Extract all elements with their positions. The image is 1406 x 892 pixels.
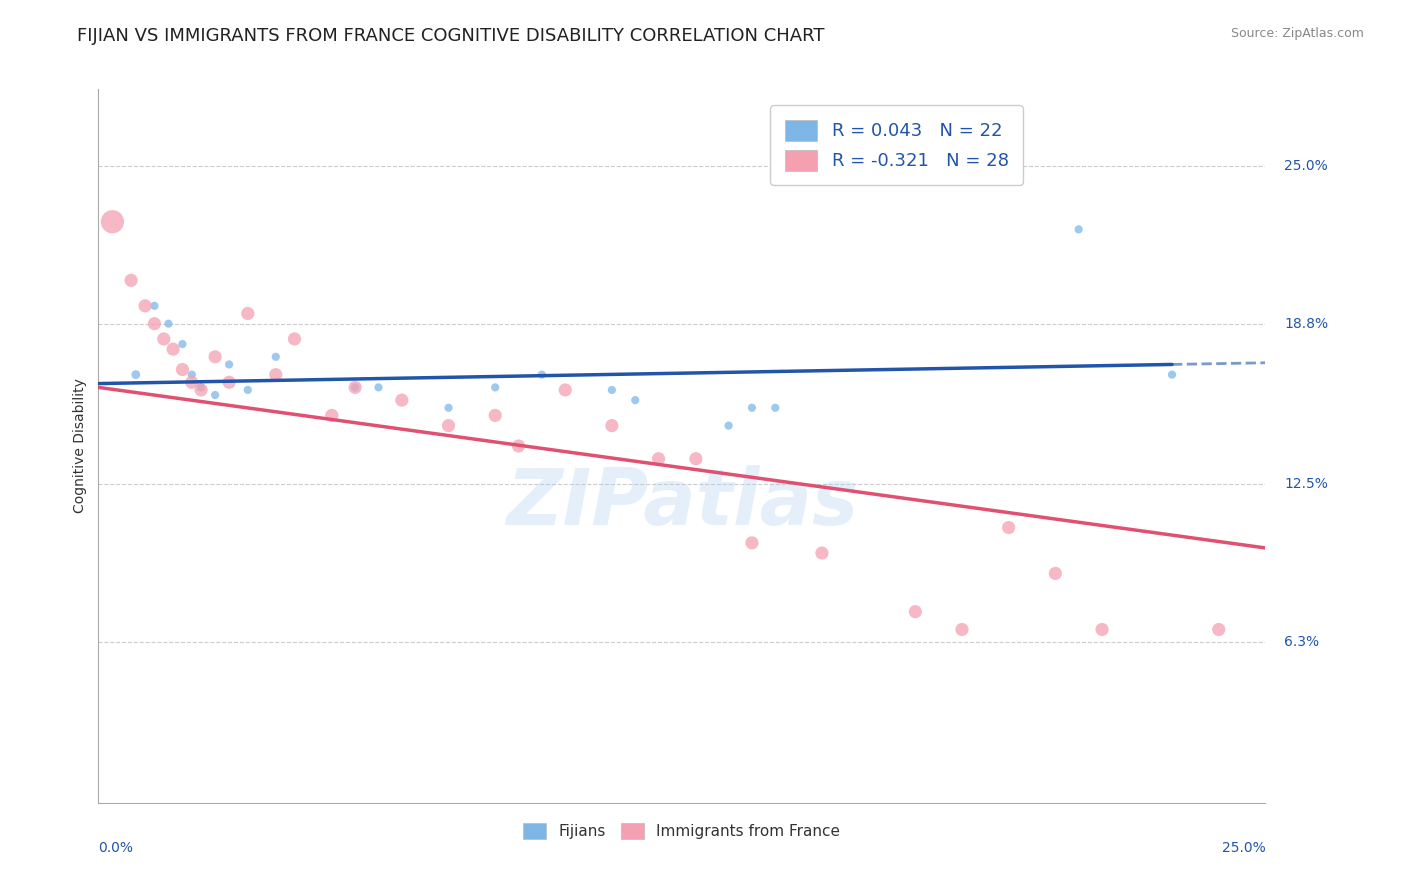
Point <box>391 393 413 408</box>
Point <box>204 388 226 402</box>
Point <box>1091 623 1114 637</box>
Point <box>1208 623 1230 637</box>
Point <box>143 317 166 331</box>
Point <box>180 376 202 390</box>
Point <box>264 368 287 382</box>
Text: 25.0%: 25.0% <box>1284 159 1327 173</box>
Point <box>508 439 530 453</box>
Point <box>152 332 174 346</box>
Point <box>172 337 194 351</box>
Legend: Fijians, Immigrants from France: Fijians, Immigrants from France <box>517 817 846 845</box>
Point <box>741 401 763 415</box>
Text: 6.3%: 6.3% <box>1284 635 1319 649</box>
Point <box>283 332 305 346</box>
Point <box>218 376 240 390</box>
Text: 0.0%: 0.0% <box>98 841 134 855</box>
Text: FIJIAN VS IMMIGRANTS FROM FRANCE COGNITIVE DISABILITY CORRELATION CHART: FIJIAN VS IMMIGRANTS FROM FRANCE COGNITI… <box>77 27 825 45</box>
Point <box>236 306 259 320</box>
Point <box>624 393 647 408</box>
Point <box>950 623 973 637</box>
Point <box>344 380 367 394</box>
Y-axis label: Cognitive Disability: Cognitive Disability <box>73 378 87 514</box>
Point <box>180 368 202 382</box>
Point <box>811 546 834 560</box>
Point <box>997 520 1019 534</box>
Point <box>321 409 343 423</box>
Point <box>236 383 259 397</box>
Point <box>484 409 506 423</box>
Point <box>600 418 623 433</box>
Point <box>600 383 623 397</box>
Point <box>647 451 669 466</box>
Point <box>120 273 142 287</box>
Point <box>685 451 707 466</box>
Point <box>134 299 156 313</box>
Point <box>763 401 786 415</box>
Point <box>157 317 180 331</box>
Point <box>437 418 460 433</box>
Text: ZIPatlas: ZIPatlas <box>506 465 858 541</box>
Point <box>1067 222 1090 236</box>
Point <box>1045 566 1067 581</box>
Text: 18.8%: 18.8% <box>1284 317 1329 331</box>
Point <box>1161 368 1184 382</box>
Point <box>264 350 287 364</box>
Point <box>484 380 506 394</box>
Point <box>143 299 166 313</box>
Text: Source: ZipAtlas.com: Source: ZipAtlas.com <box>1230 27 1364 40</box>
Point <box>741 536 763 550</box>
Point <box>904 605 927 619</box>
Point <box>717 418 740 433</box>
Point <box>172 362 194 376</box>
Point <box>125 368 148 382</box>
Point <box>204 350 226 364</box>
Point <box>190 383 212 397</box>
Point <box>530 368 553 382</box>
Point <box>190 380 212 394</box>
Point <box>437 401 460 415</box>
Point <box>367 380 389 394</box>
Text: 25.0%: 25.0% <box>1222 841 1265 855</box>
Point <box>162 342 184 356</box>
Point <box>344 380 367 394</box>
Text: 12.5%: 12.5% <box>1284 477 1327 491</box>
Point <box>554 383 576 397</box>
Point <box>218 358 240 372</box>
Point <box>101 215 124 229</box>
